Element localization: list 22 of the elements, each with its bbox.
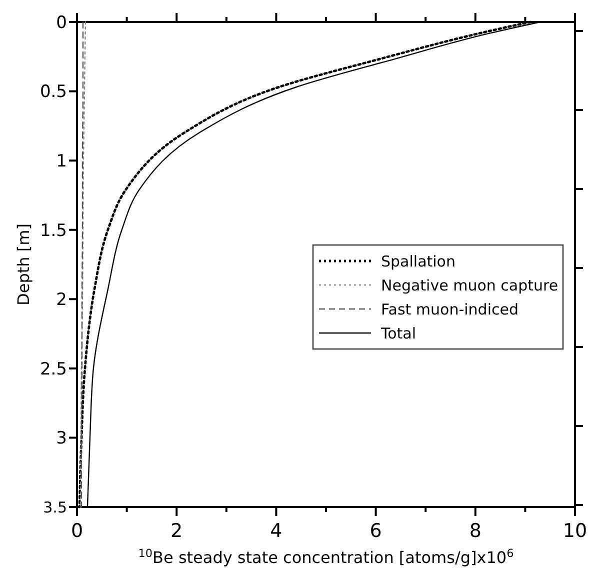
x-tick-label: 2 bbox=[170, 520, 183, 542]
x-tick-label: 8 bbox=[469, 520, 482, 542]
x-axis-title: $^{10}$Be steady state concentration [atoms/g]x10$^{6}$ bbox=[138, 546, 514, 567]
y-tick-label: 3 bbox=[56, 428, 67, 449]
y-tick-label: 1 bbox=[56, 152, 67, 172]
legend-label: Total bbox=[380, 324, 416, 342]
y-tick-label: 3.5 bbox=[43, 498, 67, 516]
y-tick-label: 0 bbox=[56, 12, 67, 33]
x-tick-label: 6 bbox=[370, 520, 382, 542]
line-series bbox=[80, 21, 86, 508]
y-tick-label: 2.5 bbox=[40, 359, 67, 380]
x-tick-label: 0 bbox=[70, 520, 84, 542]
y-tick-label: 0.5 bbox=[40, 82, 67, 102]
legend-label: Fast muon-indiced bbox=[381, 300, 518, 318]
x-tick-label: 4 bbox=[270, 520, 282, 542]
y-tick-label: 2 bbox=[56, 290, 67, 310]
y-axis-title: Depth [m] bbox=[14, 224, 33, 306]
legend-label: Spallation bbox=[381, 252, 456, 270]
x-tick-label: 10 bbox=[562, 520, 588, 542]
y-tick-label: 1.5 bbox=[40, 220, 67, 241]
legend-label: Negative muon capture bbox=[381, 276, 558, 294]
line-series bbox=[80, 21, 84, 508]
